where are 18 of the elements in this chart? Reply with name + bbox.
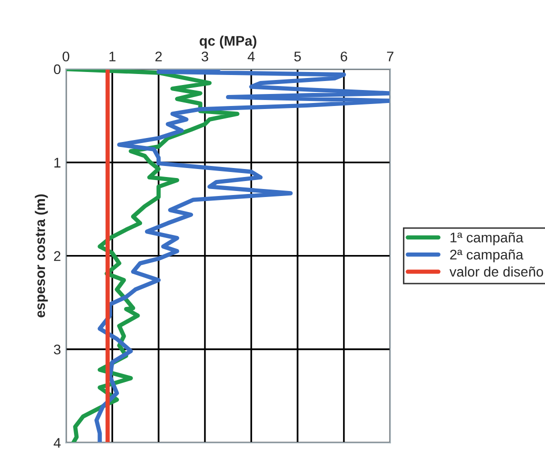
legend-label: 1ª campaña: [450, 232, 524, 246]
x-tick-label: 1: [109, 52, 116, 62]
x-tick-label: 4: [248, 52, 255, 62]
y-tick-label: 2: [54, 251, 60, 261]
x-tick-label: 5: [294, 52, 301, 62]
y-tick-label: 3: [54, 344, 60, 354]
x-tick-label: 6: [340, 52, 348, 62]
x-tick-label: 0: [62, 52, 70, 62]
x-tick-label: 2: [155, 52, 162, 62]
y-tick-label: 1: [54, 158, 60, 168]
y-tick-label: 0: [54, 64, 61, 74]
legend-label: valor de diseño: [450, 266, 544, 277]
y-axis-title: espesor costra (m): [34, 194, 48, 318]
x-tick-label: 3: [202, 52, 208, 62]
x-tick-label: 7: [387, 52, 394, 62]
x-axis-title: qc (MPa): [200, 36, 256, 49]
y-tick-label: 4: [54, 438, 61, 448]
legend-label: 2ª campaña: [450, 249, 524, 262]
